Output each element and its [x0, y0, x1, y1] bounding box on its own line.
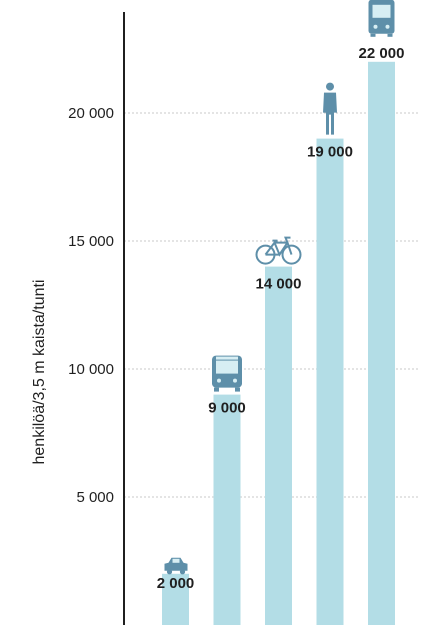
bar-car — [162, 573, 189, 625]
bar-pedestrian — [316, 138, 344, 625]
bus-icon — [212, 355, 242, 392]
bar-tram — [368, 61, 395, 625]
grid-layer: 5 000 10 000 15 000 20 000 — [68, 105, 418, 506]
value-label-tram: 22 000 — [359, 45, 405, 62]
tram-icon — [368, 0, 395, 37]
y-tick-label: 5 000 — [76, 489, 114, 506]
y-tick-label: 20 000 — [68, 105, 114, 122]
y-axis-title: henkilöä/3,5 m kaista/tunti — [31, 280, 48, 465]
bar-bus — [213, 394, 241, 625]
icons-layer — [164, 0, 395, 575]
bicycle-icon — [255, 236, 302, 265]
bar-bicycle — [265, 266, 292, 625]
value-label-car: 2 000 — [157, 575, 195, 592]
bars-layer — [162, 61, 395, 625]
labels-layer: 2 000 9 000 14 000 19 000 22 000 — [157, 45, 405, 592]
y-tick-label: 10 000 — [68, 361, 114, 378]
value-label-bicycle: 14 000 — [256, 276, 302, 293]
pedestrian-icon — [323, 82, 337, 135]
value-label-bus: 9 000 — [208, 400, 246, 417]
car-icon — [164, 557, 188, 575]
value-label-pedestrian: 19 000 — [307, 144, 353, 161]
y-tick-label: 15 000 — [68, 233, 114, 250]
